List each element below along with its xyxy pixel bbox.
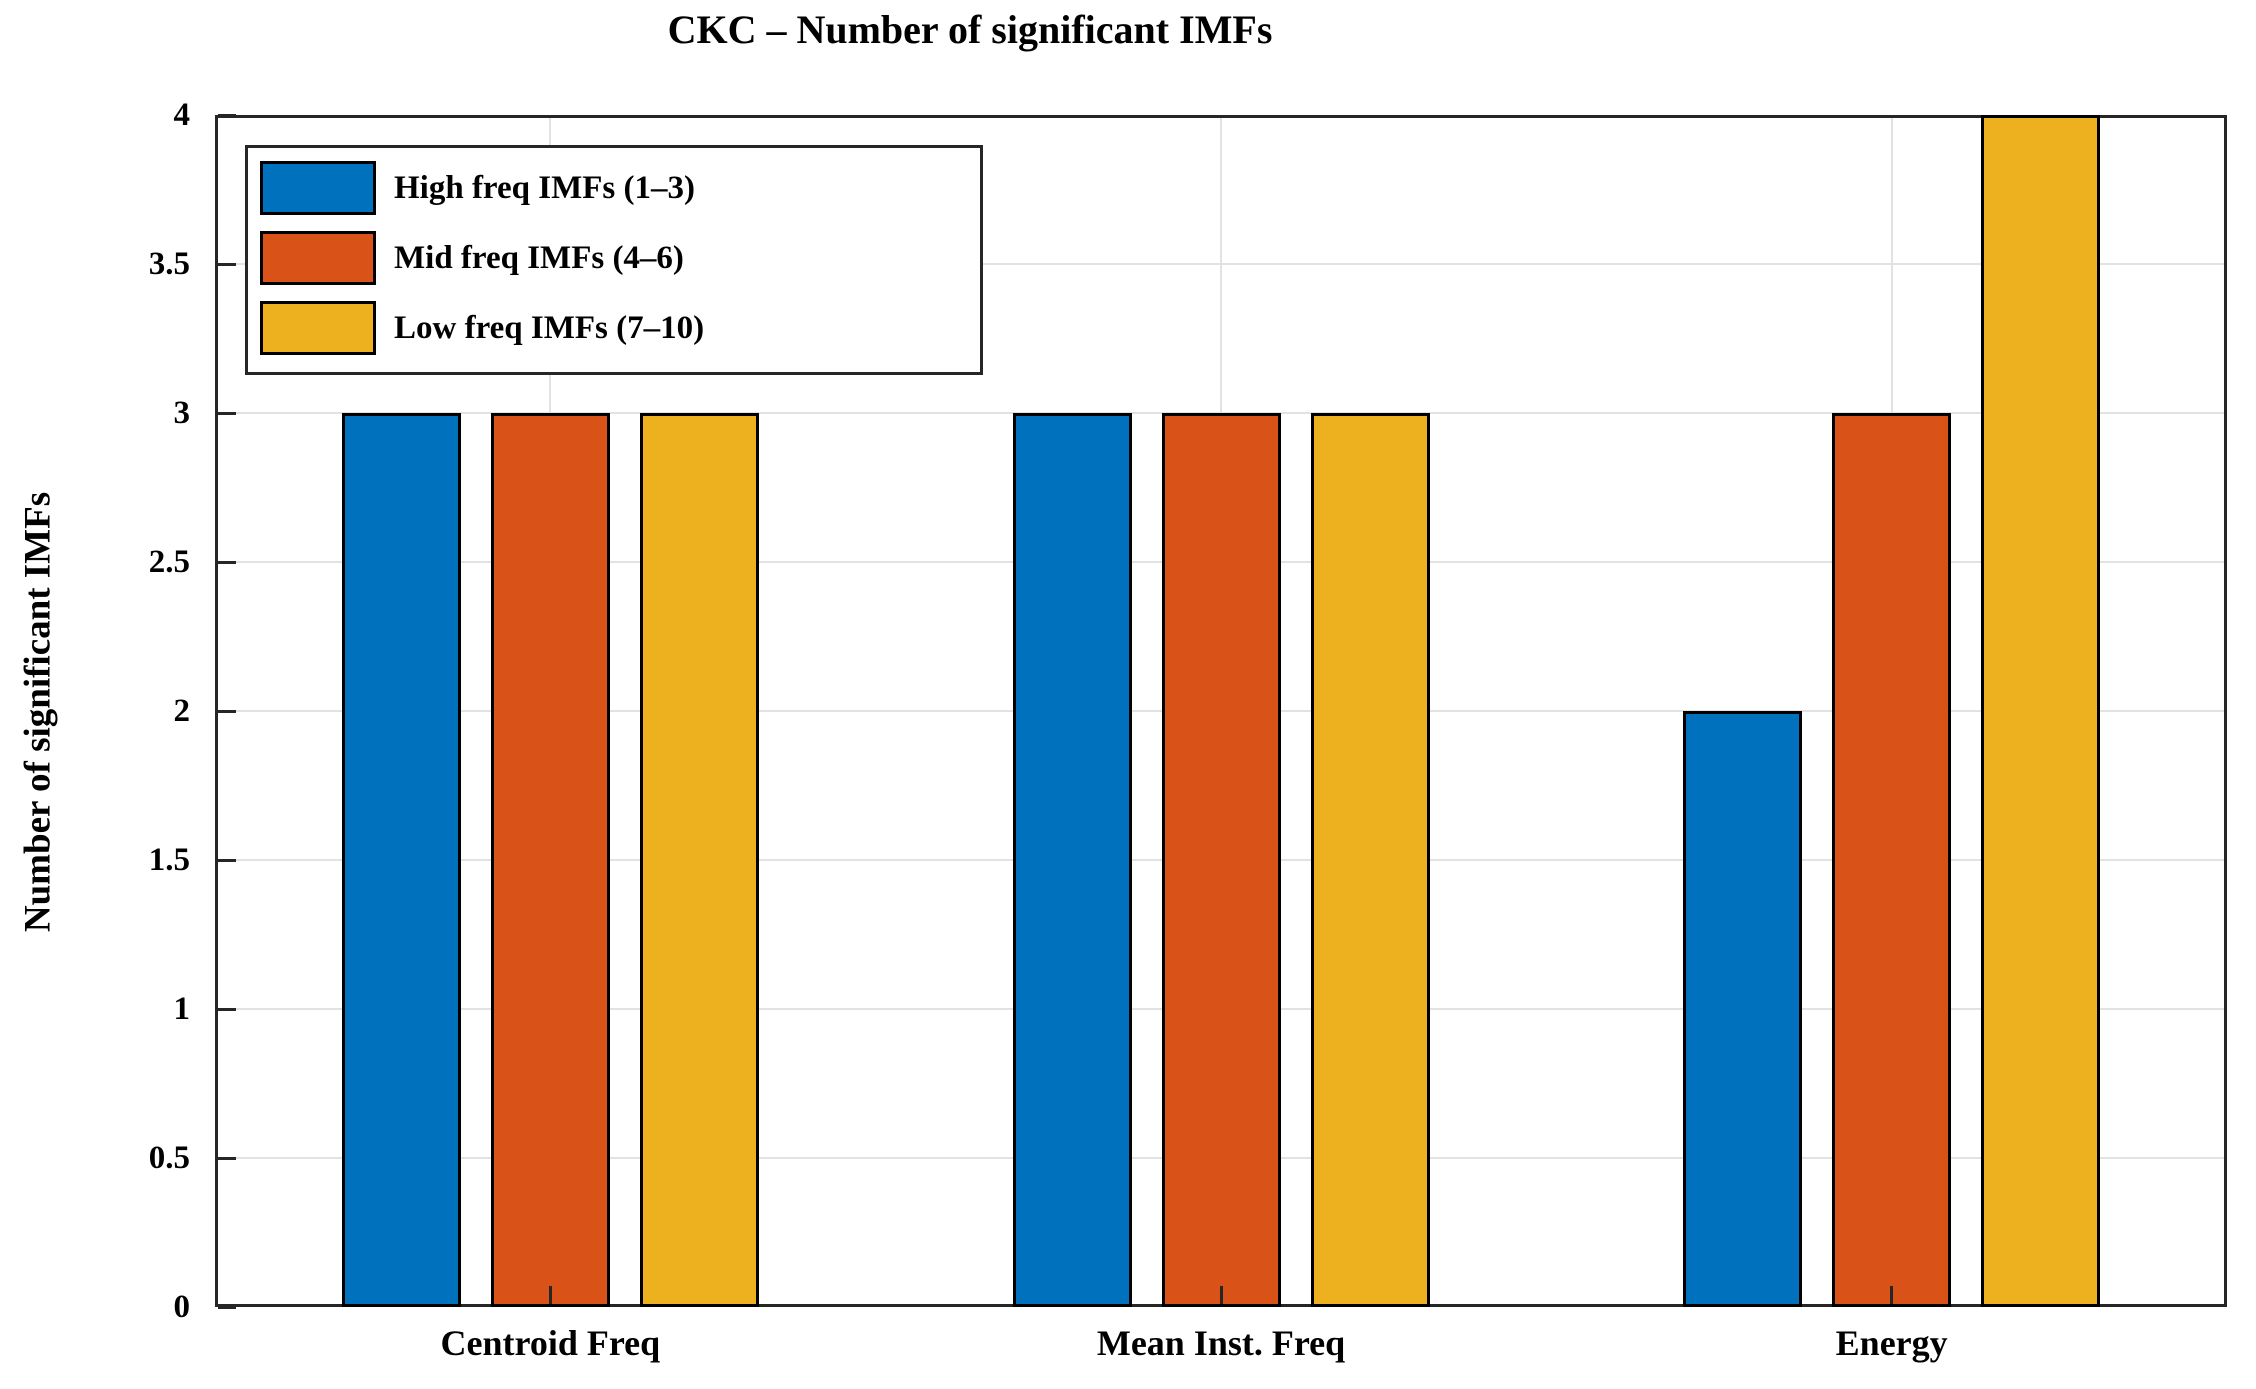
x-tick xyxy=(1890,1286,1894,1304)
y-tick xyxy=(218,113,236,117)
y-tick-label: 3.5 xyxy=(148,246,190,282)
legend-label: Low freq IMFs (7–10) xyxy=(394,309,705,346)
x-tick-label: Energy xyxy=(1835,1323,1948,1363)
bar-centroid-freq-s2 xyxy=(639,413,759,1307)
y-tick xyxy=(218,858,236,862)
legend-item: Low freq IMFs (7–10) xyxy=(260,300,970,356)
legend-swatch-high-freq xyxy=(260,161,376,215)
bar-centroid-freq-s1 xyxy=(490,413,610,1307)
bar-energy-s1 xyxy=(1832,413,1952,1307)
y-tick-label: 3 xyxy=(173,395,191,431)
bar-centroid-freq-s0 xyxy=(341,413,461,1307)
y-tick-label: 2 xyxy=(173,693,191,729)
bar-mean-inst-freq-s0 xyxy=(1012,413,1132,1307)
x-tick-label: Mean Inst. Freq xyxy=(1096,1323,1346,1363)
legend-item: Mid freq IMFs (4–6) xyxy=(260,230,970,286)
bar-energy-s0 xyxy=(1683,711,1803,1307)
bar-mean-inst-freq-s1 xyxy=(1161,413,1281,1307)
y-tick-label: 2.5 xyxy=(148,544,190,580)
y-tick xyxy=(218,1156,236,1160)
y-tick-label: 1 xyxy=(173,991,191,1027)
y-tick-label: 1.5 xyxy=(148,842,190,878)
y-tick-label: 0.5 xyxy=(148,1140,190,1176)
y-tick-label: 0 xyxy=(173,1289,191,1325)
y-tick xyxy=(218,560,236,564)
y-tick xyxy=(218,262,236,266)
x-tick xyxy=(548,1286,552,1304)
y-tick xyxy=(218,1305,236,1309)
y-tick xyxy=(218,411,236,415)
y-tick-label: 4 xyxy=(173,97,191,133)
y-tick xyxy=(218,1007,236,1011)
x-tick-label: Centroid Freq xyxy=(440,1323,661,1363)
bar-energy-s2 xyxy=(1981,115,2101,1307)
y-tick xyxy=(218,709,236,713)
bar-mean-inst-freq-s2 xyxy=(1310,413,1430,1307)
legend-swatch-mid-freq xyxy=(260,231,376,285)
legend: High freq IMFs (1–3) Mid freq IMFs (4–6)… xyxy=(245,145,983,375)
legend-label: Mid freq IMFs (4–6) xyxy=(394,239,684,276)
x-tick xyxy=(1219,1286,1223,1304)
chart-title: CKC – Number of significant IMFs xyxy=(667,7,1273,52)
legend-swatch-low-freq xyxy=(260,301,376,355)
legend-label: High freq IMFs (1–3) xyxy=(394,169,695,206)
legend-item: High freq IMFs (1–3) xyxy=(260,160,970,216)
